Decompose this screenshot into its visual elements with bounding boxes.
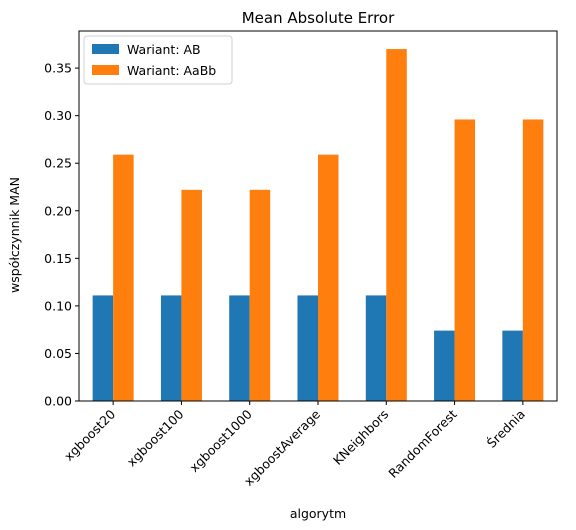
bar-ab-1 [160,295,182,401]
legend: Wariant: AB Wariant: AaBb [83,35,233,85]
y-axis-label: współczynnik MAN [7,177,22,293]
plot-area: xgboost20 xgboost100 xgboost1000xgboostAve… [44,30,558,489]
chart-title: Mean Absolute Error [242,9,395,27]
x-axis-label: algorytm [290,506,346,521]
bar-aabb-2 [249,189,271,401]
x-tick-label: KNeighbors [330,407,391,468]
legend-swatch [92,65,119,75]
bar-ab-4 [365,295,387,401]
bar-ab-2 [229,295,250,401]
bar-aabb-1 [181,189,202,401]
bar-aabb-0 [113,154,134,401]
x-tick-label: Średnia [484,407,528,451]
legend-swatch [92,44,119,54]
bar-ab-0 [92,295,114,401]
axes-frame [78,30,558,402]
y-tick-label: 0.05 [44,346,72,361]
y-tick-label: 0.25 [44,156,72,171]
bar-ab-6 [502,330,523,401]
legend-label: Wariant: AaBb [127,63,216,78]
y-tick-label: 0.35 [44,61,72,76]
bar-ab-5 [434,330,455,401]
bar-aabb-5 [454,119,476,402]
bar-ab-3 [297,295,318,401]
x-tick-label: xgboost100 [124,406,187,469]
bar-aabb-6 [522,119,544,402]
y-tick-label: 0.20 [44,203,72,218]
y-tick-label: 0.15 [44,251,72,266]
x-tick-label: xgboost20 [61,406,118,463]
legend-box [83,35,233,85]
legend-label: Wariant: AB [127,42,201,57]
x-tick-label: RandomForest [385,406,459,480]
x-tick-label: xgboost1000 [186,406,254,474]
bar-aabb-4 [386,49,407,401]
y-tick-label: 0.30 [44,108,72,123]
y-tick-label: 0.00 [44,394,72,409]
bar-aabb-3 [318,154,339,401]
y-tick-label: 0.10 [44,298,72,313]
